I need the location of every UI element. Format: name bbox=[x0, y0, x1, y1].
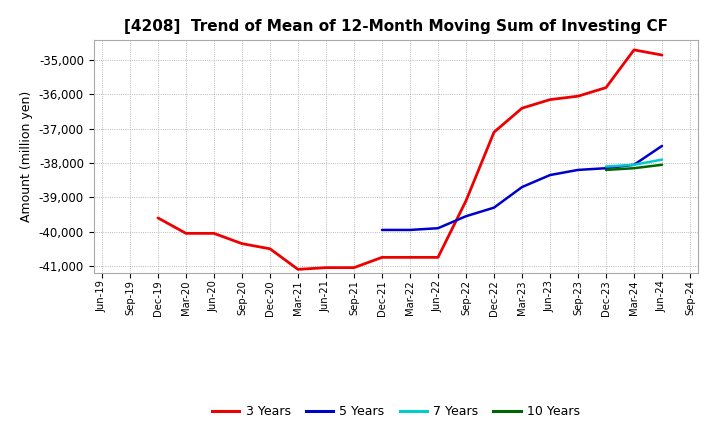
Title: [4208]  Trend of Mean of 12-Month Moving Sum of Investing CF: [4208] Trend of Mean of 12-Month Moving … bbox=[124, 19, 668, 34]
Legend: 3 Years, 5 Years, 7 Years, 10 Years: 3 Years, 5 Years, 7 Years, 10 Years bbox=[207, 400, 585, 423]
Y-axis label: Amount (million yen): Amount (million yen) bbox=[20, 91, 33, 222]
